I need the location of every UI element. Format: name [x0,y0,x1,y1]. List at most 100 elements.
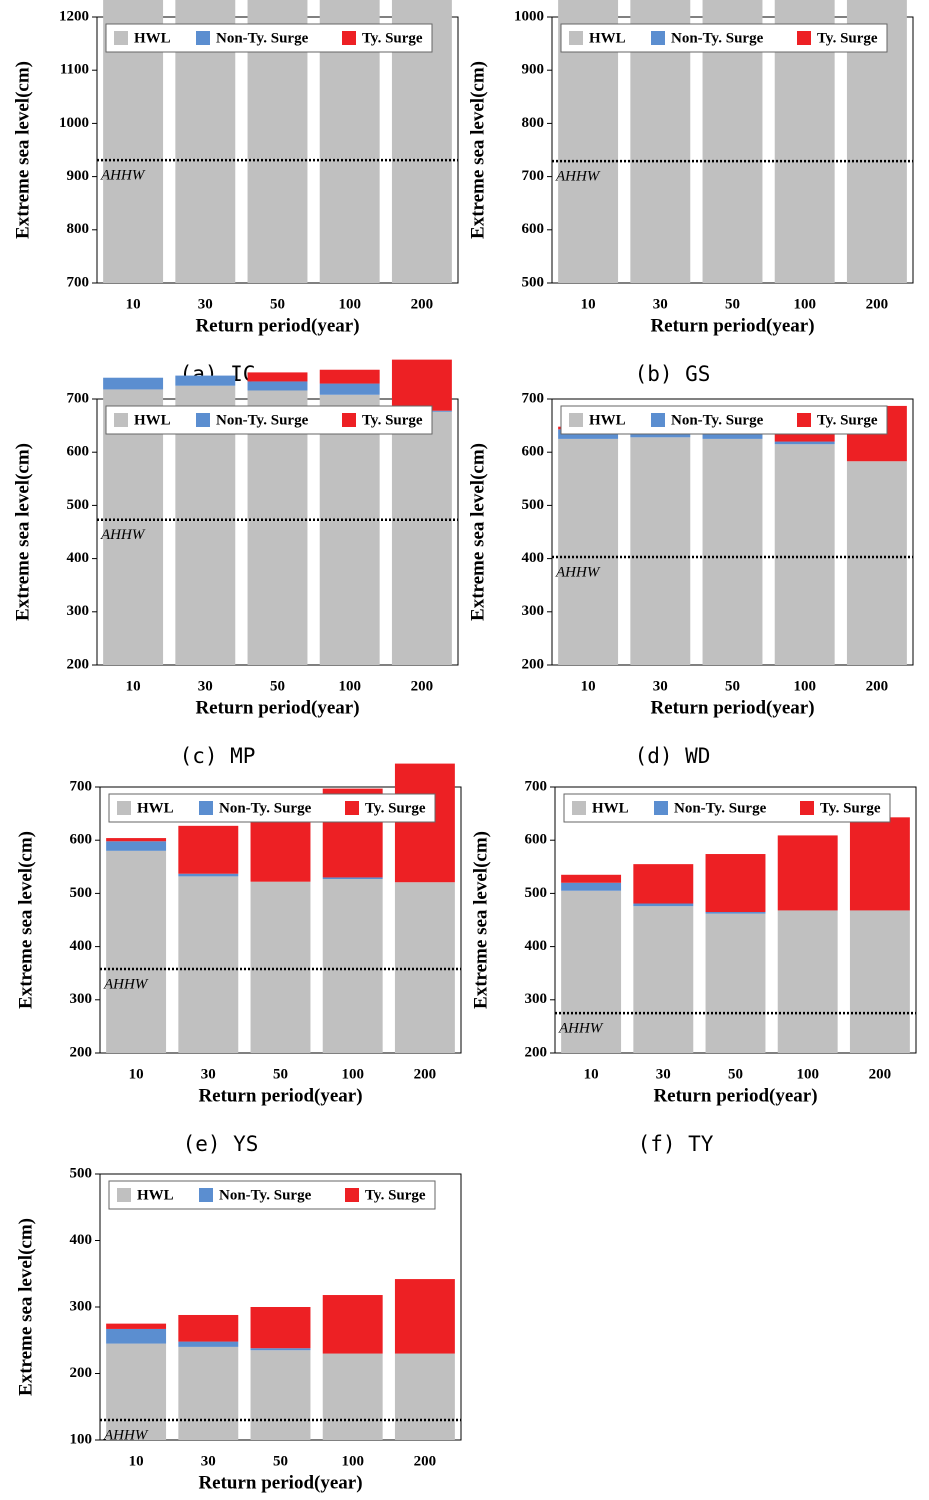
bar-segment [702,438,763,665]
bar-segment [322,877,383,880]
legend-swatch [797,31,811,45]
legend-swatch [342,31,356,45]
x-tick-label: 100 [338,296,361,312]
x-axis-label: Return period(year) [650,697,814,718]
y-tick-label: 600 [70,832,93,848]
legend-label: Non-Ty. Surge [219,1187,312,1203]
y-tick-label: 300 [70,1298,93,1314]
x-tick-label: 10 [129,1066,144,1082]
y-tick-label: 800 [522,115,545,131]
bar-segment [250,881,311,1053]
bar-segment [558,438,619,665]
legend-swatch [342,413,356,427]
y-tick-label: 400 [70,938,93,954]
bar-segment [391,411,452,665]
x-tick-label: 10 [581,296,596,312]
caption: (e) YS [183,1132,259,1156]
y-tick-label: 300 [525,991,548,1007]
y-tick-label: 200 [70,1365,93,1381]
chart: 200 300 400 500 600 700 10 30 50 100 200 AHHW Return… [12,359,459,768]
bar-segment [103,377,164,390]
y-tick-label: 600 [525,832,548,848]
y-tick-label: 700 [70,778,93,794]
y-tick-label: 600 [522,444,545,460]
bar-segment [175,375,236,386]
legend-swatch [345,801,359,815]
legend-swatch [199,801,213,815]
legend-swatch [114,31,128,45]
y-axis-label: Extreme sea level(cm) [15,831,36,1009]
bar-segment [106,850,167,1053]
bar-segment [178,1314,239,1342]
y-tick-label: 300 [70,991,93,1007]
legend-label: Ty. Surge [365,1187,426,1203]
x-tick-label: 30 [201,1453,216,1469]
legend-label: Non-Ty. Surge [671,30,764,46]
legend-label: Ty. Surge [817,30,878,46]
bar-segment [178,1346,239,1440]
bar-segment [633,906,694,1053]
bar-segment [247,390,308,665]
chart: 200 300 400 500 600 700 10 30 50 100 200 AHHW Return… [15,763,462,1156]
x-tick-label: 30 [653,678,668,694]
legend-box [105,23,433,53]
x-axis-label: Return period(year) [195,697,359,718]
y-tick-label: 900 [67,168,90,184]
x-axis-label: Return period(year) [195,315,359,336]
y-tick-label: 600 [67,444,90,460]
legend-box [105,405,433,435]
y-axis-label: Extreme sea level(cm) [467,443,488,621]
x-tick-label: 10 [581,678,596,694]
reference-label: AHHW [555,169,601,185]
bar-segment [705,854,766,913]
legend-label: HWL [589,30,626,46]
legend-swatch [199,1188,213,1202]
legend-label: HWL [134,30,171,46]
y-tick-label: 800 [67,221,90,237]
legend-swatch [196,413,210,427]
bar-segment [106,1323,167,1329]
x-tick-label: 10 [126,296,141,312]
bar-segment [319,369,380,384]
legend-label: Ty. Surge [365,800,426,816]
x-tick-label: 100 [796,1066,819,1082]
legend-swatch [117,801,131,815]
legend-swatch [196,31,210,45]
legend-label: Non-Ty. Surge [671,412,764,428]
x-tick-label: 50 [728,1066,743,1082]
bar-segment [705,912,766,914]
legend-label: HWL [592,800,629,816]
y-tick-label: 100 [70,1431,93,1447]
bar-segment [178,873,239,877]
y-tick-label: 500 [522,497,545,513]
legend-swatch [572,801,586,815]
y-tick-label: 700 [525,778,548,794]
x-tick-label: 200 [414,1453,437,1469]
legend-swatch [117,1188,131,1202]
bar-segment [103,389,164,665]
legend-swatch [800,801,814,815]
reference-label: AHHW [558,1021,604,1037]
x-tick-label: 50 [725,678,740,694]
reference-label: AHHW [103,976,149,992]
y-tick-label: 1000 [59,115,89,131]
legend-box [560,23,888,53]
legend-swatch [345,1188,359,1202]
bar-segment [247,381,308,391]
y-tick-label: 900 [522,62,545,78]
x-tick-label: 50 [273,1066,288,1082]
bar-segment [319,394,380,665]
x-tick-label: 50 [725,296,740,312]
y-tick-label: 300 [522,603,545,619]
x-tick-label: 200 [414,1066,437,1082]
chart: 100 200 300 400 500 10 30 50 100 200 AHHW Return pe… [15,1165,462,1493]
legend-label: HWL [134,412,171,428]
bar-segment [561,882,622,891]
bar-segment [846,461,907,665]
x-tick-label: 100 [793,296,816,312]
y-tick-label: 700 [67,390,90,406]
bar-segment [394,1353,455,1440]
chart: 700 800 900 1000 1100 1200 10 30 50 100 200 AHHW Ret… [12,0,459,386]
bar-segment [774,444,835,665]
